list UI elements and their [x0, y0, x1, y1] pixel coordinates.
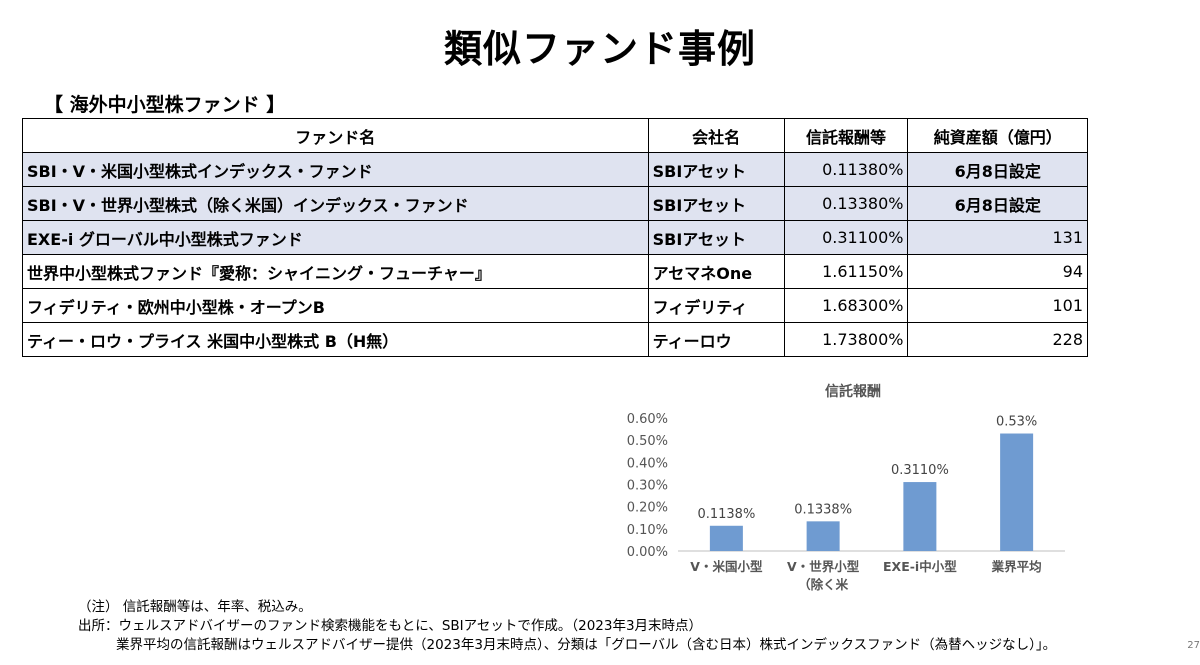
aum-cell: 6月8日設定	[907, 152, 1088, 187]
section-label: 【 海外中小型株ファンド 】	[44, 94, 286, 116]
fund-name-cell: ティー・ロウ・プライス 米国中小型株式 B（H無）	[22, 322, 649, 357]
y-tick-label: 0.60%	[627, 412, 668, 427]
data-label: 0.1138%	[697, 507, 755, 522]
aum-cell: 94	[907, 254, 1088, 289]
aum-cell: 6月8日設定	[907, 186, 1088, 221]
fee-cell: 0.13380%	[783, 186, 909, 221]
x-tick-label: EXE-i中小型	[883, 559, 957, 574]
x-tick-label: V・米国小型	[690, 559, 763, 574]
x-tick-label: （除く米	[798, 577, 849, 592]
y-tick-label: 0.50%	[627, 434, 668, 449]
company-cell: ティーロウ	[647, 322, 785, 357]
fund-name-cell: SBI・V・米国小型株式インデックス・ファンド	[22, 152, 649, 187]
fee-bar-chart: 信託報酬 0.00% 0.10% 0.20% 0.30% 0.40% 0.50% 0.60% 0…	[627, 383, 1065, 592]
company-cell: アセマネOne	[647, 254, 785, 289]
x-tick-label: V・世界小型	[787, 559, 860, 574]
company-cell: SBIアセット	[647, 152, 785, 187]
table-row: SBI・V・世界小型株式（除く米国）インデックス・ファンド SBIアセット 0.…	[22, 186, 1088, 221]
table-row: 世界中小型株式ファンド『愛称：シャイニング・フューチャー』 アセマネOne 1.…	[22, 254, 1088, 289]
table-row: SBI・V・米国小型株式インデックス・ファンド SBIアセット 0.11380%…	[22, 152, 1088, 187]
header-fee: 信託報酬等	[783, 118, 909, 153]
header-aum: 純資産額（億円）	[907, 118, 1088, 153]
footnote-average: 業界平均の信託報酬はウェルスアドバイザー提供（2023年3月末時点）、分類は「グ…	[116, 637, 1057, 653]
company-cell: SBIアセット	[647, 220, 785, 255]
footnotes: （注） 信託報酬等は、年率、税込み。 出所：ウェルスアドバイザーのファンド検索機…	[78, 598, 1056, 655]
table-row: EXE-i グローバル中小型株式ファンド SBIアセット 0.31100% 13…	[22, 220, 1088, 255]
fund-name-cell: SBI・V・世界小型株式（除く米国）インデックス・ファンド	[22, 186, 649, 221]
fund-name-cell: 世界中小型株式ファンド『愛称：シャイニング・フューチャー』	[22, 254, 649, 289]
fee-cell: 1.68300%	[783, 288, 909, 323]
aum-cell: 101	[907, 288, 1088, 323]
bar	[709, 525, 743, 551]
data-label: 0.1338%	[794, 502, 852, 517]
header-company: 会社名	[647, 118, 785, 153]
data-label: 0.3110%	[891, 463, 949, 478]
footnote-source: 出所：ウェルスアドバイザーのファンド検索機能をもとに、SBIアセットで作成。（2…	[78, 618, 703, 634]
table-row: フィデリティ・欧州中小型株・オープンB フィデリティ 1.68300% 101	[22, 288, 1088, 323]
footnote-note: （注） 信託報酬等は、年率、税込み。	[78, 599, 312, 615]
x-tick-label: 業界平均	[991, 559, 1042, 574]
bar	[806, 521, 840, 551]
page-title: 類似ファンド事例	[443, 27, 756, 71]
y-tick-label: 0.10%	[627, 523, 668, 538]
page-number: 27	[1187, 640, 1200, 651]
y-tick-label: 0.00%	[627, 545, 668, 560]
header-fund-name: ファンド名	[22, 118, 649, 153]
fee-cell: 1.73800%	[783, 322, 909, 357]
y-tick-label: 0.20%	[627, 501, 668, 516]
aum-cell: 131	[907, 220, 1088, 255]
table-row: ティー・ロウ・プライス 米国中小型株式 B（H無） ティーロウ 1.73800%…	[22, 322, 1088, 357]
company-cell: SBIアセット	[647, 186, 785, 221]
fund-name-cell: フィデリティ・欧州中小型株・オープンB	[22, 288, 649, 323]
y-tick-label: 0.40%	[627, 456, 668, 471]
company-cell: フィデリティ	[647, 288, 785, 323]
table-header-row: ファンド名 会社名 信託報酬等 純資産額（億円）	[22, 118, 1088, 153]
bar	[1000, 433, 1034, 551]
fee-cell: 0.11380%	[783, 152, 909, 187]
fund-name-cell: EXE-i グローバル中小型株式ファンド	[22, 220, 649, 255]
fee-cell: 0.31100%	[783, 220, 909, 255]
fund-table: ファンド名 会社名 信託報酬等 純資産額（億円） SBI・V・米国小型株式インデ…	[22, 118, 1088, 357]
fee-cell: 1.61150%	[783, 254, 909, 289]
data-label: 0.53%	[996, 415, 1037, 430]
chart-title: 信託報酬	[825, 383, 881, 400]
aum-cell: 228	[907, 322, 1088, 357]
bar	[903, 482, 937, 551]
y-tick-label: 0.30%	[627, 479, 668, 494]
